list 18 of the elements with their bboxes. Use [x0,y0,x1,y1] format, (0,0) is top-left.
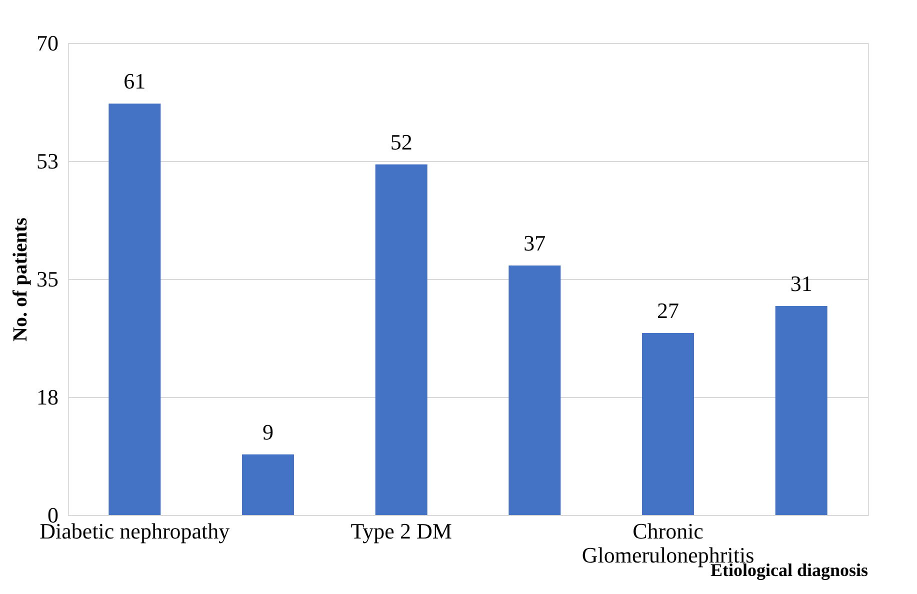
y-tick-label: 35 [36,266,58,292]
data-label: 9 [262,419,274,444]
data-label: 27 [657,298,679,323]
data-label: 31 [790,270,812,296]
data-label: 37 [524,230,546,256]
bar [775,306,828,515]
bar [108,104,161,515]
data-label: 61 [124,68,146,94]
bar [642,332,694,515]
bar [242,454,294,515]
bar [375,164,428,515]
bar [508,266,561,515]
y-tick-label: 18 [36,384,58,410]
data-label: 52 [390,129,412,154]
x-tick-label: Type 2 DM [350,518,452,544]
y-axis-title: No. of patients [10,217,32,342]
y-tick-label: 53 [36,148,58,174]
y-tick-label: 70 [36,30,58,56]
